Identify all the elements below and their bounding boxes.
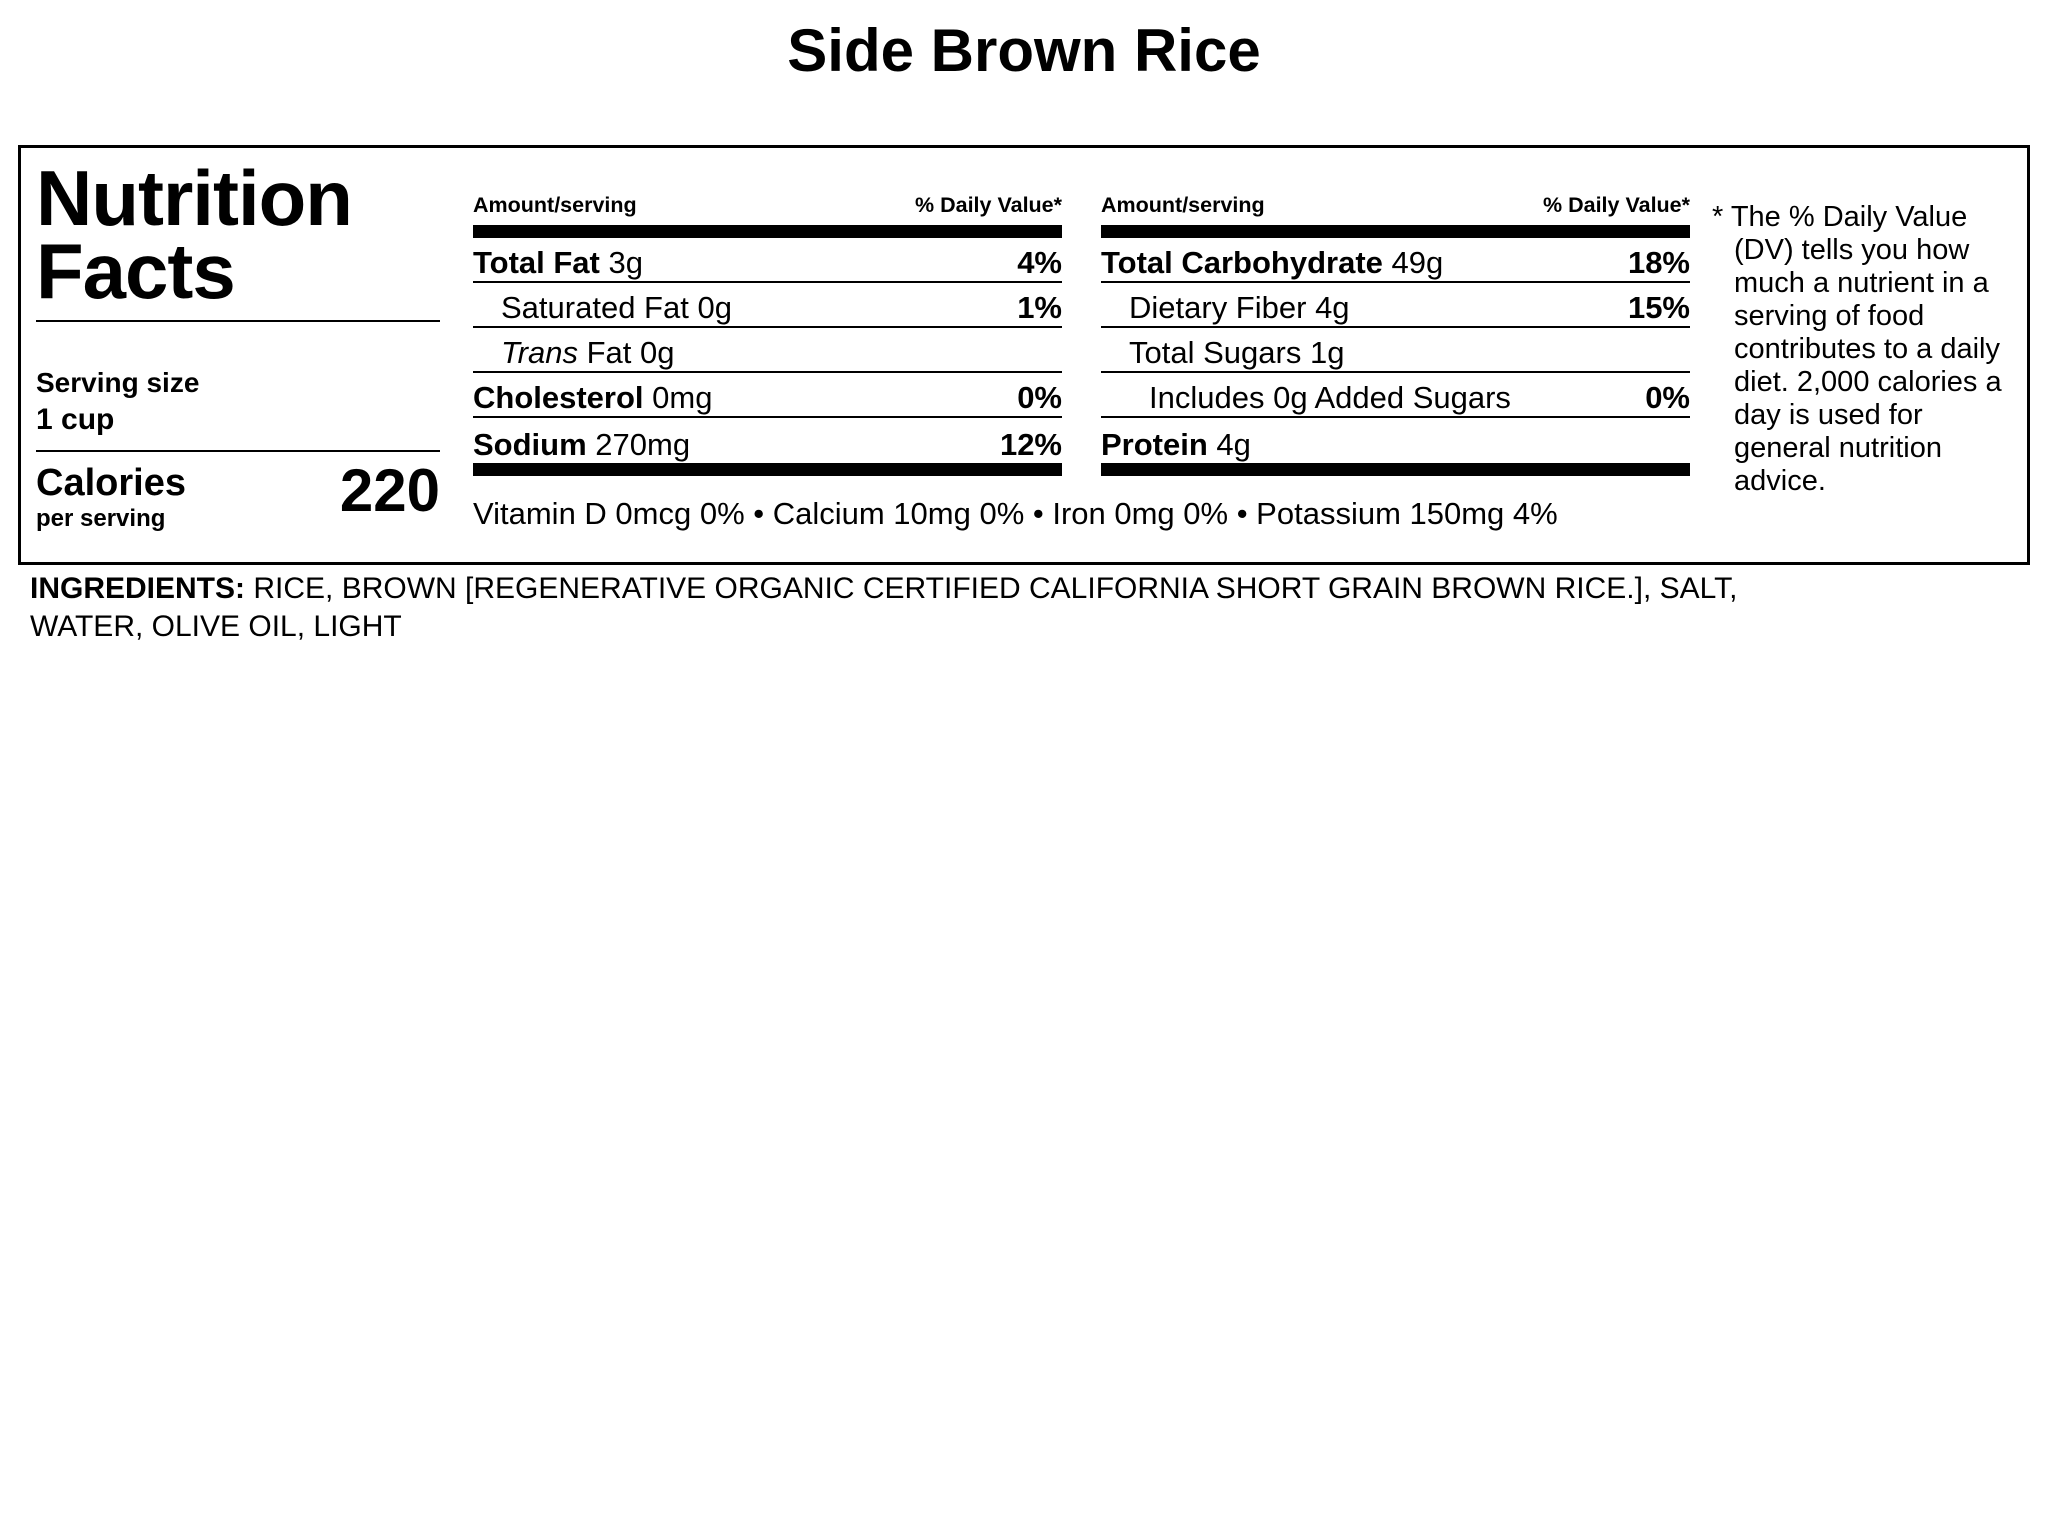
nutrient-name: Total Carbohydrate bbox=[1101, 245, 1383, 280]
amount-serving-header: Amount/serving bbox=[473, 193, 637, 217]
daily-value-footnote: * The % Daily Value (DV) tells you how m… bbox=[1712, 201, 2014, 498]
heading-line-1: Nutrition bbox=[36, 154, 353, 242]
nutrient-row-total-fat: Total Fat 3g 4% bbox=[473, 238, 1062, 283]
daily-value-header: % Daily Value* bbox=[915, 193, 1062, 217]
nutrient-amount: 4g bbox=[1216, 427, 1251, 462]
thick-divider bbox=[473, 463, 1062, 476]
nutrient-rows: Total Carbohydrate 49g 18% Dietary Fiber… bbox=[1101, 238, 1690, 463]
calories-value: 220 bbox=[339, 457, 440, 524]
vitamins-minerals-line: Vitamin D 0mcg 0% • Calcium 10mg 0% • Ir… bbox=[473, 496, 1558, 531]
divider bbox=[36, 320, 440, 322]
daily-value: 15% bbox=[1627, 290, 1690, 325]
footnote-text: The % Daily Value (DV) tells you how muc… bbox=[1730, 201, 2002, 497]
nutrient-row-dietary-fiber: Dietary Fiber 4g 15% bbox=[1101, 283, 1690, 328]
daily-value: 4% bbox=[1017, 245, 1062, 280]
footnote-asterisk: * bbox=[1712, 201, 1724, 233]
nutrient-amount: 3g bbox=[608, 245, 643, 280]
nutrient-row-total-sugars: Total Sugars 1g bbox=[1101, 328, 1690, 373]
nutrient-name: Includes 0g Added Sugars bbox=[1149, 380, 1511, 415]
calories-sublabel: per serving bbox=[36, 505, 166, 532]
nutrient-name: Trans bbox=[501, 335, 578, 370]
nutrition-facts-left-panel: Nutrition Facts Serving size 1 cup Calori… bbox=[36, 148, 440, 562]
serving-size-label: Serving size bbox=[36, 367, 200, 398]
nutrient-row-saturated-fat: Saturated Fat 0g 1% bbox=[473, 283, 1062, 328]
column-header: Amount/serving % Daily Value* bbox=[473, 193, 1062, 218]
amount-serving-header: Amount/serving bbox=[1101, 193, 1265, 217]
product-title: Side Brown Rice bbox=[787, 17, 1261, 84]
nutrient-column-left: Amount/serving % Daily Value* Total Fat … bbox=[473, 148, 1062, 562]
nutrient-amount: 1g bbox=[1309, 335, 1345, 370]
daily-value-header: % Daily Value* bbox=[1543, 193, 1690, 217]
daily-value: 0% bbox=[1017, 380, 1062, 415]
nutrient-name: Total Sugars bbox=[1129, 335, 1302, 370]
calories-label: Calories bbox=[36, 462, 186, 504]
thick-divider bbox=[1101, 463, 1690, 476]
nutrition-facts-panel: Nutrition Facts Serving size 1 cup Calori… bbox=[18, 145, 2030, 565]
nutrient-amount: Fat 0g bbox=[586, 335, 675, 370]
daily-value: 18% bbox=[1627, 245, 1690, 280]
nutrient-amount: 0g bbox=[697, 290, 732, 325]
serving-size-value: 1 cup bbox=[36, 403, 115, 436]
column-header: Amount/serving % Daily Value* bbox=[1101, 193, 1690, 218]
daily-value: 1% bbox=[1017, 290, 1062, 325]
daily-value: 12% bbox=[999, 427, 1062, 462]
nutrient-name: Saturated Fat bbox=[501, 290, 689, 325]
nutrient-row-trans-fat: Trans Fat 0g bbox=[473, 328, 1062, 373]
nutrient-row-protein: Protein 4g bbox=[1101, 418, 1690, 463]
thick-divider bbox=[473, 225, 1062, 238]
nutrition-facts-heading: Nutrition Facts bbox=[36, 159, 353, 310]
thick-divider bbox=[1101, 225, 1690, 238]
nutrient-amount: 0mg bbox=[652, 380, 713, 415]
nutrient-name: Protein bbox=[1101, 427, 1208, 462]
ingredients-statement: INGREDIENTS: RICE, BROWN [REGENERATIVE O… bbox=[30, 570, 1830, 646]
nutrient-rows: Total Fat 3g 4% Saturated Fat 0g 1% Tran… bbox=[473, 238, 1062, 463]
ingredients-text: RICE, BROWN [REGENERATIVE ORGANIC CERTIF… bbox=[30, 572, 1738, 643]
nutrient-amount: 270mg bbox=[595, 427, 691, 462]
ingredients-label: INGREDIENTS: bbox=[30, 572, 246, 605]
nutrient-row-total-carbohydrate: Total Carbohydrate 49g 18% bbox=[1101, 238, 1690, 283]
heading-line-2: Facts bbox=[36, 227, 236, 315]
nutrient-amount: 49g bbox=[1391, 245, 1444, 280]
nutrient-column-right: Amount/serving % Daily Value* Total Carb… bbox=[1101, 148, 1690, 562]
nutrient-amount: 4g bbox=[1315, 290, 1350, 325]
nutrient-name: Total Fat bbox=[473, 245, 600, 280]
nutrient-name: Cholesterol bbox=[473, 380, 644, 415]
nutrient-row-sodium: Sodium 270mg 12% bbox=[473, 418, 1062, 463]
nutrient-row-cholesterol: Cholesterol 0mg 0% bbox=[473, 373, 1062, 418]
nutrient-name: Sodium bbox=[473, 427, 587, 462]
nutrient-name: Dietary Fiber bbox=[1129, 290, 1307, 325]
divider bbox=[36, 450, 440, 452]
daily-value: 0% bbox=[1645, 380, 1690, 415]
nutrient-row-added-sugars: Includes 0g Added Sugars 0% bbox=[1101, 373, 1690, 418]
